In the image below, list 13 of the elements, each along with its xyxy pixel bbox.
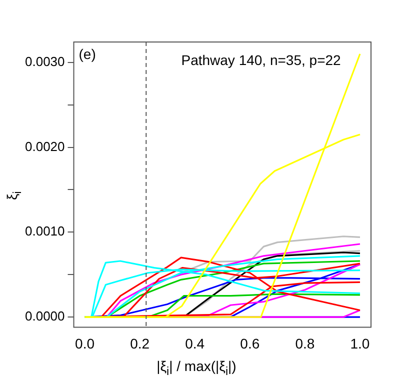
x-tick-label: 0.8 <box>295 335 315 352</box>
x-axis-title: |ξ$_{i}$| / max(|ξ$_{i}$|) <box>156 358 238 378</box>
x-tick-label: 0.4 <box>185 335 205 352</box>
text: Pathway 140, n=35, p=22 <box>181 52 342 68</box>
annotation: (e) <box>78 46 96 62</box>
x-tick-label: 1.0 <box>350 335 370 352</box>
y-tick-label: 0.0030 <box>24 54 65 69</box>
x-tick-label: 0.0 <box>75 335 95 352</box>
x-tick-label: 0.6 <box>240 335 260 352</box>
y-tick-label: 0.0020 <box>24 138 65 154</box>
y-tick-label: 0.0000 <box>24 308 65 324</box>
y-tick-label: 0.0010 <box>24 224 65 239</box>
x-tick-label: 0.2 <box>130 335 150 352</box>
